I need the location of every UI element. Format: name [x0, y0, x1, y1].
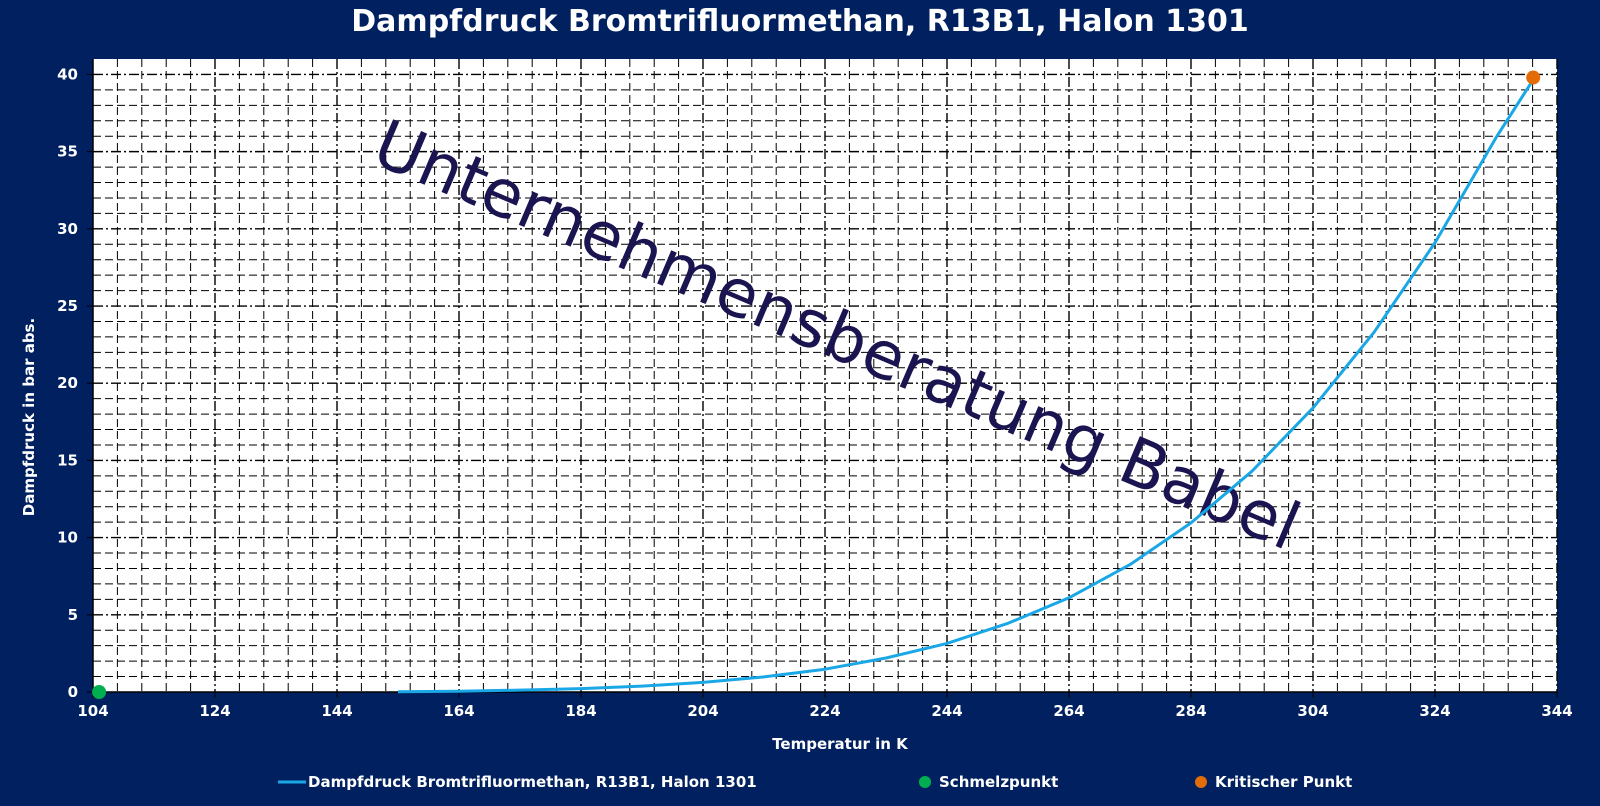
x-tick-label: 124 [199, 702, 230, 720]
x-tick-label: 264 [1053, 702, 1084, 720]
y-tick-label: 15 [57, 451, 78, 469]
major-grid [93, 59, 1558, 692]
x-tick-label: 184 [565, 702, 596, 720]
series-point-1 [92, 685, 107, 699]
y-axis-label: Dampfdruck in bar abs. [20, 317, 38, 517]
series-point-2 [1526, 70, 1541, 85]
chart-title: Dampfdruck Bromtrifluormethan, R13B1, Ha… [351, 4, 1249, 39]
x-tick-label: 144 [321, 702, 352, 720]
x-tick-label: 324 [1419, 702, 1450, 720]
x-tick-label: 104 [77, 702, 108, 720]
y-tick-label: 30 [57, 220, 78, 238]
legend-swatch-point [919, 776, 931, 788]
y-tick-label: 35 [57, 143, 78, 161]
x-tick-label: 164 [443, 702, 474, 720]
legend-label: Dampfdruck Bromtrifluormethan, R13B1, Ha… [308, 773, 757, 791]
y-tick-label: 25 [57, 297, 78, 315]
y-tick-label: 10 [57, 529, 78, 547]
x-axis-label: Temperatur in K [772, 735, 908, 753]
y-tick-label: 0 [68, 683, 78, 701]
series-line-vapor-pressure [397, 79, 1534, 694]
legend-swatch-point [1195, 776, 1207, 788]
x-tick-label: 284 [1175, 702, 1206, 720]
x-tick-label: 224 [809, 702, 840, 720]
legend-label: Schmelzpunkt [939, 773, 1058, 791]
x-tick-label: 244 [931, 702, 962, 720]
x-tick-label: 304 [1297, 702, 1328, 720]
x-tick-label: 344 [1541, 702, 1572, 720]
y-tick-label: 40 [57, 65, 78, 83]
x-tick-label: 204 [687, 702, 718, 720]
y-tick-label: 5 [68, 606, 78, 624]
legend-label: Kritischer Punkt [1215, 773, 1352, 791]
y-tick-label: 20 [57, 374, 78, 392]
